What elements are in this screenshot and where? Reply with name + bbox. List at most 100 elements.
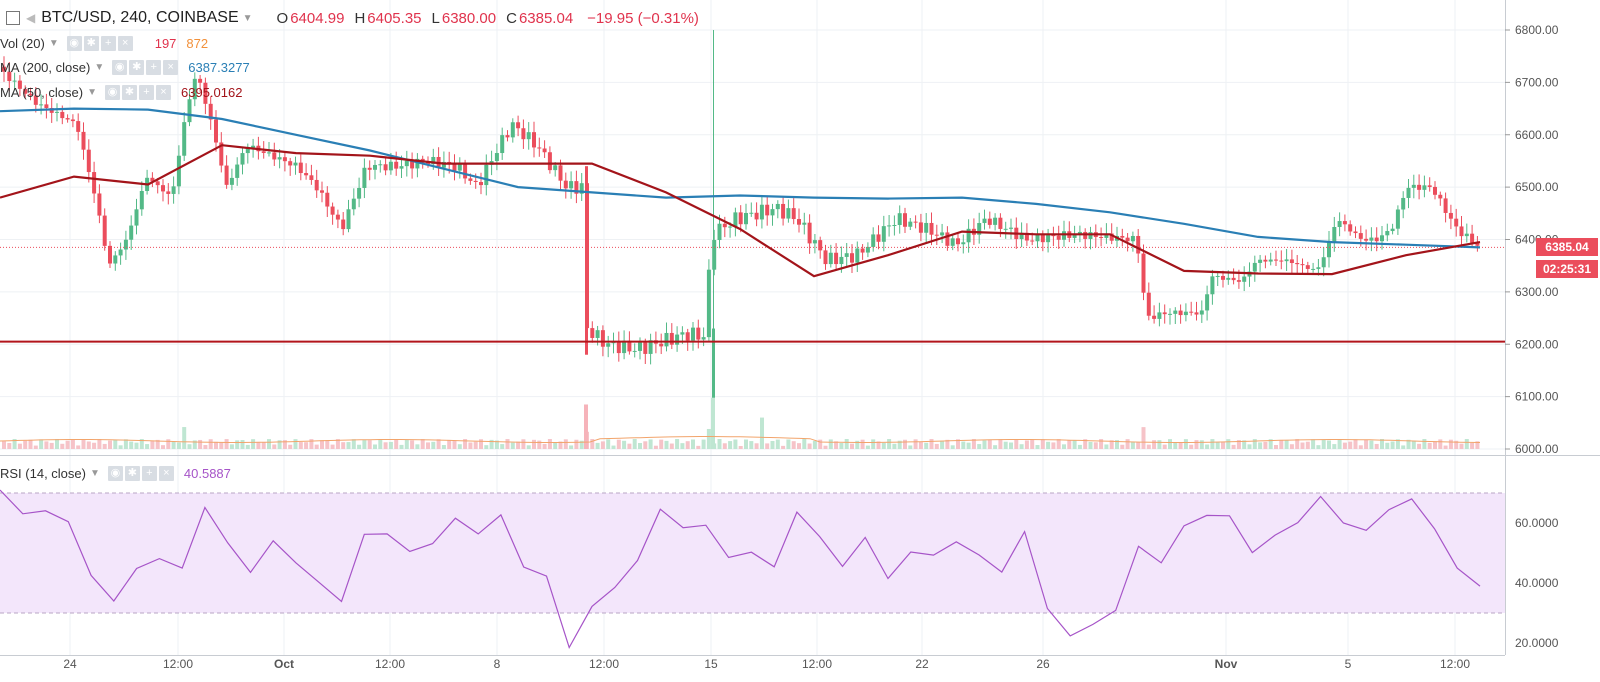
candle-body <box>351 198 356 210</box>
close-icon[interactable]: × <box>158 465 174 481</box>
volume-bar <box>282 440 287 449</box>
volume-bar <box>1364 439 1369 449</box>
candle-body <box>1327 241 1331 258</box>
legend-ma200[interactable]: MA (200, close) ▼ ◉ ✱ + × 6387.3277 <box>0 56 250 78</box>
more-icon[interactable]: + <box>139 84 154 100</box>
gear-icon[interactable]: ✱ <box>122 84 137 100</box>
candle-body <box>553 165 558 171</box>
candle-body <box>1162 312 1167 315</box>
close-icon[interactable]: × <box>156 84 171 100</box>
candle-body <box>701 337 706 340</box>
candle-body <box>887 225 892 227</box>
eye-icon[interactable]: ◉ <box>66 35 82 51</box>
chevron-down-icon[interactable]: ▼ <box>242 12 253 24</box>
vol-name[interactable]: Vol (20) <box>0 35 45 51</box>
rsi-tick-label: 40.0000 <box>1515 576 1559 590</box>
volume-bar <box>934 443 939 449</box>
candle-body <box>547 152 552 171</box>
volume-bar <box>235 440 240 449</box>
candle-body <box>426 162 430 165</box>
rsi-name[interactable]: RSI (14, close) <box>0 465 86 481</box>
candle-body <box>1099 237 1104 239</box>
candle-body <box>1411 184 1416 188</box>
volume-bar <box>802 439 807 449</box>
volume-bar <box>351 439 356 449</box>
candle-body <box>1295 263 1300 265</box>
candle-body <box>500 135 505 154</box>
candle-body <box>86 149 91 173</box>
candle-body <box>1035 233 1040 242</box>
close-icon[interactable]: × <box>117 35 133 51</box>
more-icon[interactable]: + <box>100 35 116 51</box>
chevron-down-icon[interactable]: ▼ <box>87 86 97 98</box>
ma50-line <box>0 144 1481 278</box>
volume-bar <box>1024 440 1029 449</box>
volume-bar <box>436 439 441 449</box>
candle-body <box>1321 257 1326 268</box>
volume-bar <box>1295 439 1300 449</box>
volume-bar <box>797 443 801 449</box>
candle-body <box>1040 233 1045 243</box>
volume-bar <box>251 439 256 449</box>
volume-bar <box>781 445 786 449</box>
candle-body <box>1173 310 1178 314</box>
candle-body <box>924 222 929 233</box>
ma200-name[interactable]: MA (200, close) <box>0 59 91 75</box>
candle-body <box>627 340 632 352</box>
volume-bar <box>473 441 478 449</box>
volume-bar <box>484 445 489 449</box>
symbol-title[interactable]: BTC/USD, 240, COINBASE <box>41 9 239 26</box>
candle-body <box>129 225 134 240</box>
candle-body <box>245 147 250 154</box>
candle-body <box>1342 221 1347 225</box>
volume-bar <box>55 439 59 449</box>
eye-icon[interactable]: ◉ <box>107 465 123 481</box>
legend-rsi[interactable]: RSI (14, close) ▼ ◉ ✱ + × 40.5887 <box>0 462 231 484</box>
legend-ma50[interactable]: MA (50, close) ▼ ◉ ✱ + × 6395.0162 <box>0 81 242 103</box>
volume-bar <box>526 445 531 449</box>
gear-icon[interactable]: ✱ <box>124 465 140 481</box>
candle-body <box>1056 235 1061 240</box>
volume-bar <box>357 444 362 449</box>
candle-body <box>441 161 446 168</box>
volume-bar <box>675 439 680 449</box>
candle-body <box>494 153 499 162</box>
legend-vol[interactable]: Vol (20) ▼ ◉ ✱ + × 197 872 <box>0 32 208 54</box>
chart-menu-icon[interactable] <box>6 11 20 25</box>
chevron-down-icon[interactable]: ▼ <box>48 37 59 49</box>
chevron-down-icon[interactable]: ▼ <box>94 61 105 73</box>
candle-body <box>770 209 775 216</box>
close-icon[interactable]: × <box>163 59 179 75</box>
flag-icon[interactable]: ◀ <box>26 11 36 25</box>
volume-bar <box>176 442 181 449</box>
candle-body <box>1003 228 1008 230</box>
volume-bar <box>1056 439 1061 449</box>
volume-bar <box>431 441 436 449</box>
time-tick-label: 8 <box>494 657 501 671</box>
candle-body <box>1183 311 1188 316</box>
more-icon[interactable]: + <box>141 465 157 481</box>
candle-body <box>669 332 674 345</box>
candle-body <box>1470 233 1475 243</box>
gear-icon[interactable]: ✱ <box>83 35 99 51</box>
candle-body <box>362 167 367 188</box>
price-tick-label: 6300.00 <box>1515 285 1559 299</box>
volume-bar <box>1199 440 1204 449</box>
candle-body <box>1433 186 1437 195</box>
low-value: 6380.00 <box>441 9 497 27</box>
volume-bar <box>553 442 558 449</box>
ma50-name[interactable]: MA (50, close) <box>0 84 84 100</box>
volume-bar <box>701 439 706 449</box>
candle-body <box>288 161 293 166</box>
eye-icon[interactable]: ◉ <box>105 84 120 100</box>
candle-body <box>468 178 473 181</box>
volume-bar <box>839 443 844 449</box>
candle-body <box>632 350 637 352</box>
more-icon[interactable]: + <box>146 59 162 75</box>
gear-icon[interactable]: ✱ <box>129 59 145 75</box>
eye-icon[interactable]: ◉ <box>112 59 128 75</box>
candle-body <box>166 191 171 194</box>
chevron-down-icon[interactable]: ▼ <box>89 467 100 479</box>
